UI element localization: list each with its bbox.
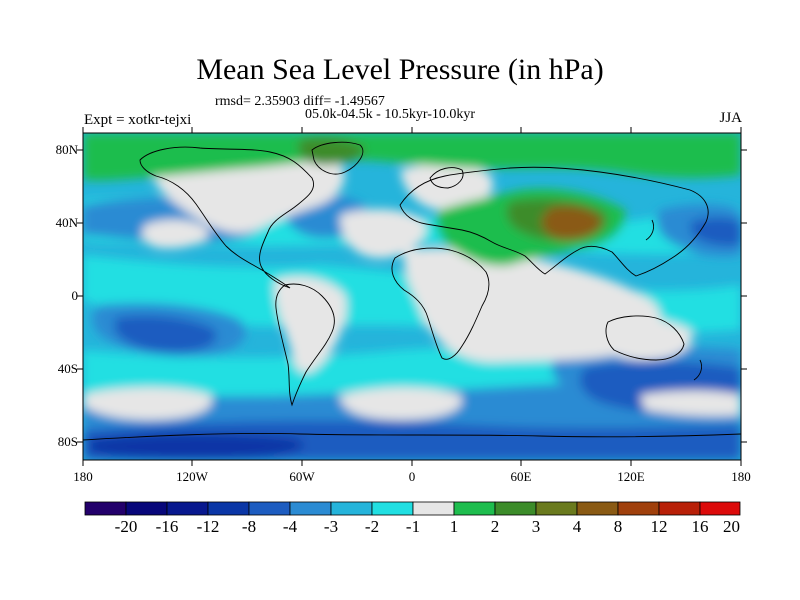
lon-label-120e: 120E [617, 469, 645, 484]
lon-label-60e: 60E [510, 469, 532, 484]
south-pacific-deep-low [115, 315, 217, 352]
greenland-coast [311, 141, 364, 175]
colorbar-box-3 [166, 501, 209, 516]
lon-label-0: 0 [408, 469, 416, 484]
axis-ticks [77, 127, 747, 466]
colorbar-label-6: -3 [323, 517, 339, 536]
lat-label-40s: 40S [57, 361, 78, 376]
lat-label-80s: 80S [57, 434, 78, 449]
eurasia-coast [399, 166, 709, 277]
colorbar-label-11: 3 [531, 517, 541, 536]
tibet-high-peak [541, 206, 602, 240]
colorbar-box-8 [371, 501, 414, 516]
colorbar-box-10 [453, 501, 496, 516]
south-america-coast [275, 283, 335, 407]
colorbar-label-3: -12 [196, 517, 220, 536]
period-line: 05.0k-04.5k - 10.5kyr-10.0kyr [305, 107, 476, 122]
colorbar-box-14 [617, 501, 660, 516]
colorbar-box-15 [658, 501, 701, 516]
colorbar-label-4: -8 [241, 517, 257, 536]
colorbar-label-13: 8 [613, 517, 623, 536]
colorbar-box-16 [699, 501, 741, 516]
colorbar-label-15: 16 [691, 517, 709, 536]
ross-sea-deepest-low [90, 433, 304, 459]
colorbar-box-1 [84, 501, 127, 516]
colorbar-label-1: -20 [114, 517, 138, 536]
colorbar-label-16: 20 [723, 517, 740, 536]
lat-label-0: 0 [71, 288, 79, 303]
pressure-field [83, 133, 741, 460]
antarctica-coast [83, 433, 741, 441]
colorbar-label-10: 2 [490, 517, 500, 536]
colorbar-box-7 [330, 501, 373, 516]
australia-neutral [590, 315, 693, 361]
greenland-high-core [298, 137, 365, 165]
scandinavia-coast [429, 167, 464, 189]
lat-label-80n: 80N [55, 142, 78, 157]
south-atlantic-neutral [340, 387, 462, 420]
lon-label-180w: 180 [73, 469, 93, 484]
season-label: JJA [719, 110, 742, 126]
europe-neutral [400, 163, 494, 211]
colorbar-label-5: -4 [282, 517, 298, 536]
coastlines [83, 141, 741, 441]
colorbar-box-9 [412, 501, 455, 516]
colorbar-label-14: 12 [650, 517, 668, 536]
eastern-pacific-neutral [640, 390, 741, 417]
colorbar-box-6 [289, 501, 332, 516]
colorbar-label-7: -2 [364, 517, 380, 536]
south-pacific-neutral [83, 387, 212, 420]
colorbar-box-4 [207, 501, 250, 516]
arctic-high [83, 133, 741, 181]
plot-title: Mean Sea Level Pressure (in hPa) [196, 53, 604, 86]
colorbar-label-2: -16 [155, 517, 179, 536]
lat-label-40n: 40N [55, 215, 78, 230]
colorbar-box-11 [494, 501, 537, 516]
west-pacific-deep-low [690, 217, 741, 246]
north-atlantic-high-neutral [340, 209, 426, 259]
colorbar [84, 501, 741, 516]
colorbar-box-2 [125, 501, 168, 516]
lon-label-120w: 120W [176, 469, 208, 484]
lon-label-180e: 180 [731, 469, 751, 484]
colorbar-label-12: 4 [572, 517, 582, 536]
new-zealand-coast [693, 359, 703, 381]
colorbar-box-5 [248, 501, 291, 516]
colorbar-label-9: 1 [449, 517, 459, 536]
north-pacific-high-neutral [142, 219, 210, 249]
colorbar-label-8: -1 [405, 517, 421, 536]
australia-coast [605, 315, 685, 361]
africa-coast [391, 247, 490, 360]
north-america-coast [139, 146, 314, 289]
experiment-label: Expt = xotkr-tejxi [84, 112, 192, 128]
colorbar-box-12 [535, 501, 578, 516]
japan-coast [645, 219, 655, 241]
colorbar-box-13 [576, 501, 619, 516]
stats-line: rmsd= 2.35903 diff= -1.49567 [215, 94, 385, 109]
south-america-neutral [274, 276, 347, 373]
lon-label-60w: 60W [289, 469, 315, 484]
